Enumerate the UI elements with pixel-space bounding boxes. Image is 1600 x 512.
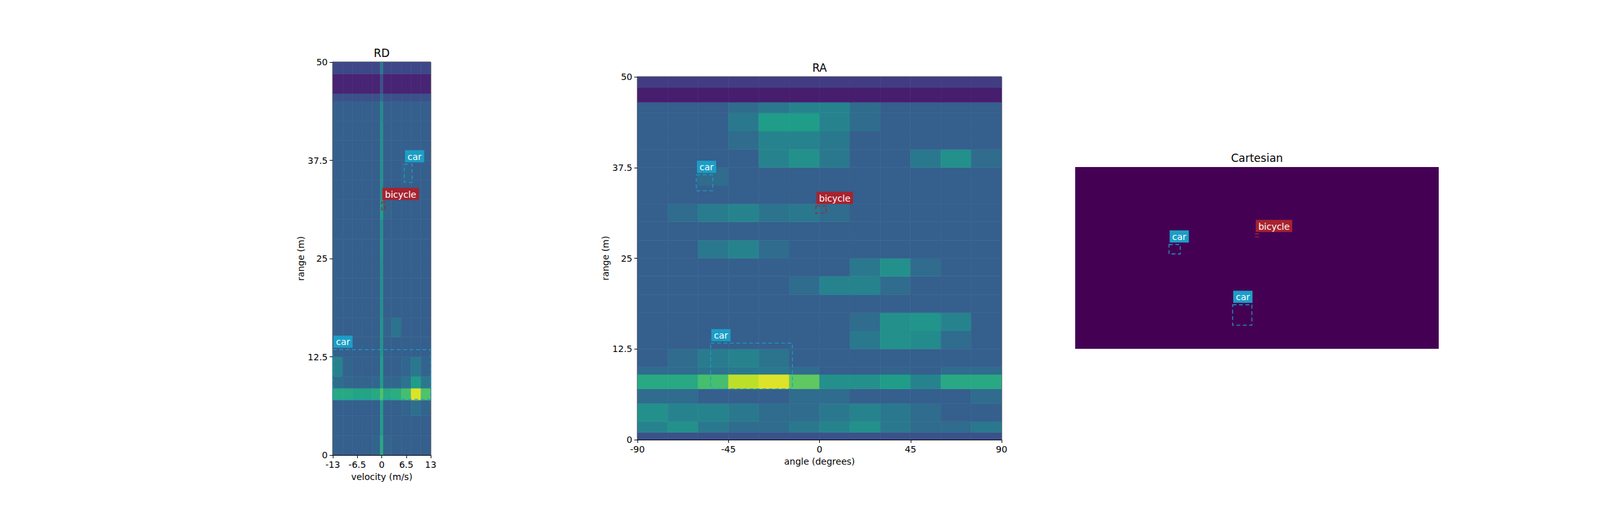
svg-text:velocity (m/s): velocity (m/s) [351, 471, 413, 482]
svg-text:0: 0 [321, 449, 328, 461]
svg-text:car: car [407, 151, 422, 162]
svg-text:45: 45 [904, 444, 917, 455]
svg-text:car: car [699, 161, 714, 173]
svg-text:Cartesian: Cartesian [1230, 151, 1283, 165]
svg-text:25: 25 [316, 253, 328, 264]
svg-text:angle (degrees): angle (degrees) [784, 456, 856, 467]
svg-text:bicycle: bicycle [819, 193, 851, 204]
svg-text:-90: -90 [630, 444, 646, 455]
svg-text:12.5: 12.5 [612, 343, 633, 354]
svg-text:car: car [1235, 291, 1250, 303]
svg-text:12.5: 12.5 [307, 352, 328, 363]
svg-text:0: 0 [626, 434, 633, 445]
svg-text:-45: -45 [721, 444, 736, 455]
svg-text:37.5: 37.5 [612, 162, 633, 173]
svg-text:car: car [1172, 231, 1187, 242]
svg-text:50: 50 [620, 71, 633, 82]
svg-text:50: 50 [316, 56, 328, 68]
svg-text:0: 0 [816, 444, 823, 455]
svg-text:range (m): range (m) [295, 236, 306, 281]
svg-text:0: 0 [378, 459, 385, 470]
svg-text:90: 90 [995, 444, 1008, 455]
svg-text:car: car [713, 330, 728, 341]
svg-text:-6.5: -6.5 [348, 459, 367, 470]
svg-text:RA: RA [812, 61, 827, 75]
svg-text:range (m): range (m) [600, 236, 611, 281]
svg-text:13: 13 [424, 459, 437, 470]
svg-text:-13: -13 [325, 459, 341, 470]
svg-text:6.5: 6.5 [399, 459, 414, 470]
svg-text:car: car [336, 336, 351, 347]
svg-text:bicycle: bicycle [1258, 221, 1290, 232]
svg-text:25: 25 [620, 253, 633, 264]
svg-text:bicycle: bicycle [385, 189, 417, 200]
svg-text:RD: RD [373, 46, 390, 60]
svg-text:37.5: 37.5 [307, 155, 328, 166]
